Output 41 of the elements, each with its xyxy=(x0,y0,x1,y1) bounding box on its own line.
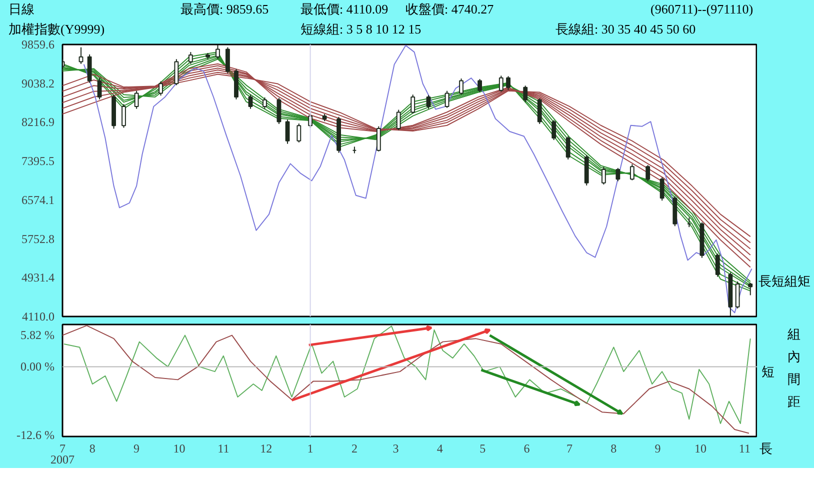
y-tick-label: 7395.5 xyxy=(22,154,54,168)
chart-title: 日線 xyxy=(8,2,34,16)
x-tick-label: 12 xyxy=(260,442,272,456)
y-tick-label: 0.00 % xyxy=(20,360,55,374)
x-tick-label: 10 xyxy=(694,442,707,456)
x-tick-label: 1 xyxy=(307,442,314,456)
x-tick-label: 11 xyxy=(738,442,750,456)
text: 最高價: 9859.65 xyxy=(180,2,269,16)
text: 2007 xyxy=(50,452,74,466)
text: 最低價: 4110.09 xyxy=(300,2,388,16)
text: 長線組: 30 35 40 45 50 60 xyxy=(556,22,696,36)
x-tick-label: 9 xyxy=(134,442,140,456)
text: 加權指數(Y9999) xyxy=(8,22,105,36)
text: 短線組: 3 5 8 10 12 15 xyxy=(300,22,422,36)
text: 收盤價: 4740.27 xyxy=(406,2,494,16)
y-tick-label: 5.82 % xyxy=(20,328,55,342)
x-tick-label: 8 xyxy=(610,442,617,456)
x-tick-label: 11 xyxy=(218,442,230,456)
x-tick-label: 9 xyxy=(654,442,661,456)
x-tick-label: 7 xyxy=(60,442,66,456)
text: 組內間距 xyxy=(786,326,800,410)
y-tick-label: 4110.0 xyxy=(22,310,55,324)
text: 長短組矩 xyxy=(758,274,810,289)
text: 短 xyxy=(762,364,774,380)
x-tick-label: 5 xyxy=(480,442,486,456)
y-tick-label: 5752.8 xyxy=(22,232,54,246)
y-tick-label: 9859.6 xyxy=(22,38,54,52)
y-tick-label: 4931.4 xyxy=(22,270,54,285)
x-tick-label: 4 xyxy=(436,442,443,456)
y-tick-label: 9038.2 xyxy=(22,76,54,90)
x-tick-label: 8 xyxy=(89,442,96,456)
x-tick-label: 7 xyxy=(566,442,573,456)
text: (960711)--(971110) xyxy=(650,2,754,16)
y-tick-label: 8216.9 xyxy=(22,115,54,130)
x-tick-label: 10 xyxy=(173,442,186,456)
y-tick-label: -12.6 % xyxy=(16,428,55,442)
x-tick-label: 2 xyxy=(351,442,358,456)
text: 長 xyxy=(760,440,772,456)
y-tick-label: 6574.1 xyxy=(22,192,54,207)
x-tick-label: 6 xyxy=(524,442,530,456)
x-tick-label: 3 xyxy=(392,442,399,456)
